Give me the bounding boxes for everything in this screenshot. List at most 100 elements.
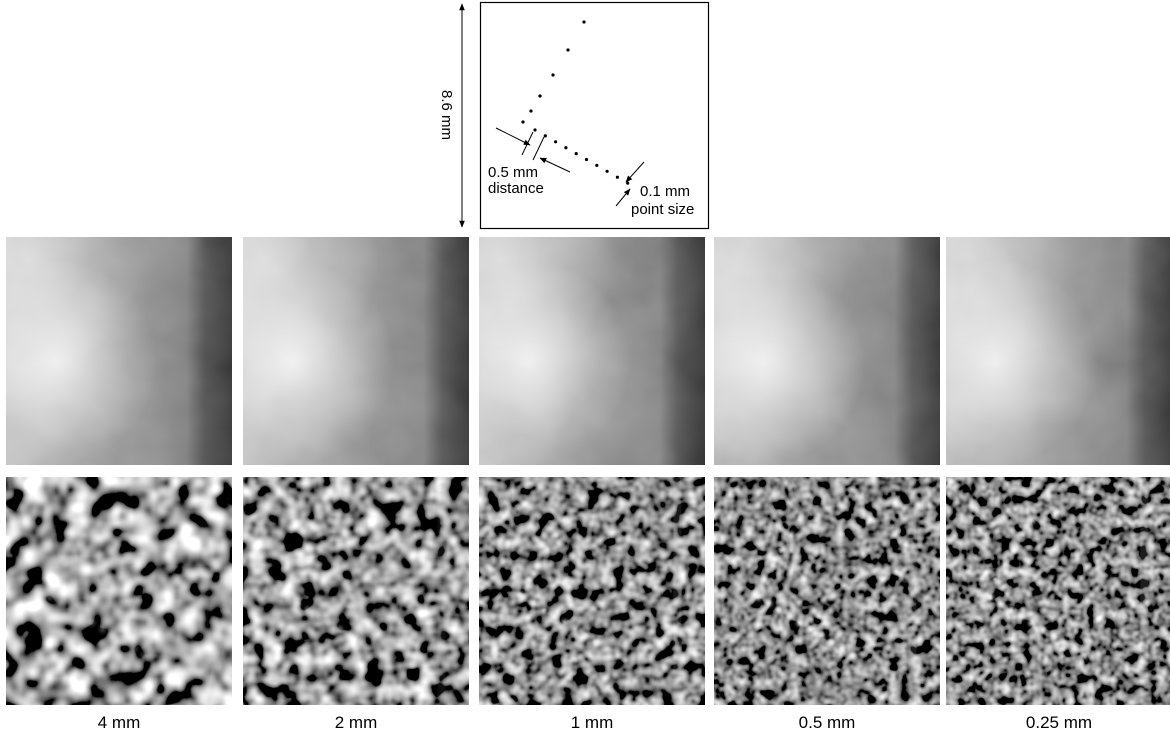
edge-stripe bbox=[908, 477, 916, 705]
point bbox=[544, 134, 547, 137]
bright-spot bbox=[99, 626, 105, 632]
bright-spot bbox=[308, 547, 314, 553]
bright-spot bbox=[1020, 532, 1026, 538]
point-size-label: 0.1 mm bbox=[640, 183, 690, 200]
bright-spot bbox=[572, 626, 578, 632]
bright-spot bbox=[530, 600, 536, 606]
bright-spot bbox=[89, 620, 95, 626]
bright-spot bbox=[284, 594, 290, 600]
bright-spot bbox=[110, 633, 116, 639]
bright-spot bbox=[317, 532, 323, 538]
edge-stripe bbox=[1140, 477, 1148, 705]
bright-spot bbox=[535, 562, 541, 568]
detail-image bbox=[6, 477, 232, 705]
point bbox=[529, 109, 532, 112]
bright-spot bbox=[604, 646, 610, 652]
bright-spot bbox=[326, 517, 332, 523]
edge-stripe bbox=[673, 477, 681, 705]
bright-spot bbox=[357, 639, 363, 645]
point bbox=[595, 164, 598, 167]
bright-spot bbox=[53, 577, 59, 583]
bright-spot bbox=[797, 620, 803, 626]
figure: 8.6 mm 0.5 mm distance 0.1 mm point size… bbox=[0, 0, 1170, 736]
bright-spot bbox=[765, 600, 771, 606]
bright-spot bbox=[294, 600, 300, 606]
column-label: 4 mm bbox=[98, 713, 141, 732]
distance-arrow bbox=[540, 158, 570, 172]
bright-spot bbox=[839, 646, 845, 652]
bright-spot bbox=[761, 577, 767, 583]
bright-spot bbox=[997, 600, 1003, 606]
image-light bbox=[714, 237, 940, 465]
bright-spot bbox=[290, 577, 296, 583]
image-light bbox=[243, 237, 469, 465]
smooth-image bbox=[243, 237, 469, 465]
bright-spot bbox=[47, 594, 53, 600]
point bbox=[566, 48, 569, 51]
bright-spot bbox=[786, 613, 792, 619]
edge-stripe bbox=[437, 477, 445, 705]
image-noise bbox=[6, 477, 232, 705]
detail-image bbox=[714, 477, 940, 705]
detail-image bbox=[479, 477, 705, 705]
image-light bbox=[6, 237, 232, 465]
bright-spot bbox=[544, 547, 550, 553]
image-noise bbox=[479, 477, 705, 705]
smooth-image bbox=[946, 237, 1170, 465]
edge-stripe bbox=[200, 477, 208, 705]
distance-tick bbox=[533, 137, 544, 160]
detail-image bbox=[243, 477, 469, 705]
bright-spot bbox=[583, 633, 589, 639]
image-noise bbox=[946, 477, 1170, 705]
distance-label: distance bbox=[488, 180, 544, 197]
image-light bbox=[946, 237, 1170, 465]
bright-spot bbox=[78, 613, 84, 619]
bright-spot bbox=[562, 620, 568, 626]
bright-spot bbox=[1071, 646, 1077, 652]
point bbox=[533, 128, 536, 131]
bright-spot bbox=[1008, 607, 1014, 613]
point bbox=[551, 73, 554, 76]
bright-spot bbox=[526, 577, 532, 583]
bright-spot bbox=[57, 600, 63, 606]
column-label: 0.5 mm bbox=[799, 713, 856, 732]
bright-spot bbox=[326, 620, 332, 626]
bright-spot bbox=[849, 652, 855, 658]
column-label: 1 mm bbox=[571, 713, 614, 732]
distance-tick bbox=[522, 132, 533, 155]
bright-spot bbox=[614, 652, 620, 658]
bright-spot bbox=[336, 626, 342, 632]
point bbox=[575, 152, 578, 155]
bright-spot bbox=[1002, 562, 1008, 568]
bright-spot bbox=[141, 652, 147, 658]
point bbox=[606, 170, 609, 173]
bright-spot bbox=[68, 607, 74, 613]
bright-spot bbox=[71, 547, 77, 553]
bright-spot bbox=[1039, 626, 1045, 632]
bright-spot bbox=[89, 517, 95, 523]
bright-spot bbox=[562, 517, 568, 523]
bright-spot bbox=[593, 639, 599, 645]
bright-spot bbox=[776, 607, 782, 613]
column-label: 2 mm bbox=[335, 713, 378, 732]
image-noise bbox=[243, 477, 469, 705]
point-pattern bbox=[521, 20, 629, 184]
image-noise bbox=[714, 477, 940, 705]
smooth-image bbox=[714, 237, 940, 465]
bright-spot bbox=[1029, 620, 1035, 626]
bright-spot bbox=[770, 562, 776, 568]
point bbox=[616, 176, 619, 179]
bright-spot bbox=[541, 607, 547, 613]
bright-spot bbox=[807, 626, 813, 632]
bright-spot bbox=[788, 532, 794, 538]
point bbox=[554, 140, 557, 143]
bright-spot bbox=[1029, 517, 1035, 523]
bright-spot bbox=[378, 652, 384, 658]
bright-spot bbox=[828, 639, 834, 645]
point bbox=[582, 20, 585, 23]
bright-spot bbox=[80, 532, 86, 538]
bright-spot bbox=[1018, 613, 1024, 619]
column-label: 0.25 mm bbox=[1026, 713, 1092, 732]
bright-spot bbox=[1011, 547, 1017, 553]
bright-spot bbox=[305, 607, 311, 613]
